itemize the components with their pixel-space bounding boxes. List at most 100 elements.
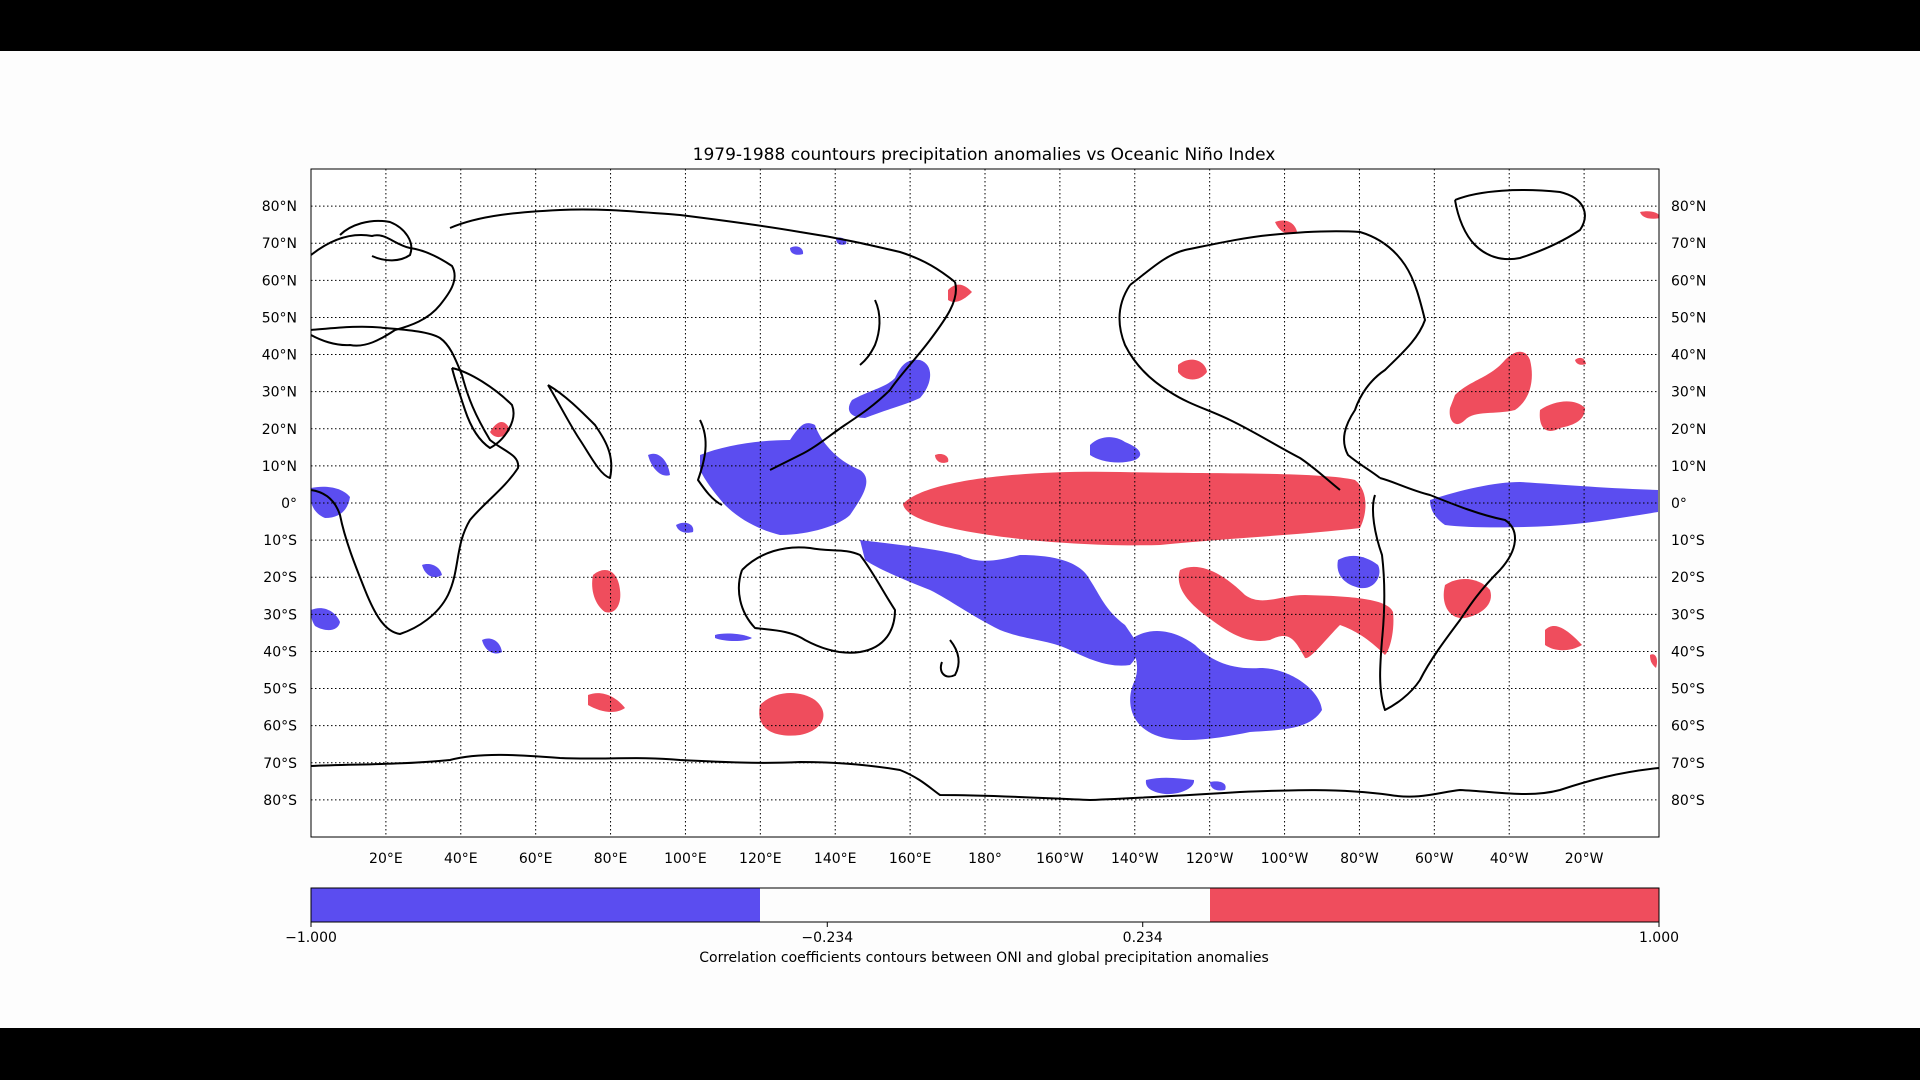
longitude-tick-label: 40°W: [1490, 851, 1529, 867]
latitude-tick-label-right: 30°S: [1671, 607, 1705, 623]
negative-region-indian-ocean-1: [482, 638, 502, 654]
longitude-tick-label: 100°W: [1261, 851, 1309, 867]
colorbar-tick-labels: −1.000 −0.234 0.234 1.000: [285, 922, 1679, 946]
latitude-tick-label-right: 10°N: [1671, 459, 1706, 475]
latitude-tick-label-left: 20°N: [262, 422, 297, 438]
negative-region-west-africa-gulf: [311, 486, 350, 518]
colorbar-frame: [310, 887, 1660, 923]
longitude-tick-label: 180°: [968, 851, 1002, 867]
latitude-tick-label-left: 50°S: [263, 682, 297, 698]
negative-region-sumatra-west: [648, 453, 670, 476]
positive-region-arabian-sea: [490, 421, 510, 438]
latitude-tick-label-right: 70°N: [1671, 236, 1706, 252]
negative-region-indian-ocean-2: [422, 564, 442, 578]
latitude-tick-label-right: 20°N: [1671, 422, 1706, 438]
latitude-tick-label-left: 10°N: [262, 459, 297, 475]
longitude-tick-label: 80°W: [1340, 851, 1379, 867]
colorbar-neutral-segment: [760, 888, 1210, 922]
colorbar: −1.000 −0.234 0.234 1.000 Correlation coeff…: [285, 887, 1679, 966]
colorbar-label: Correlation coefficients contours betwee…: [699, 950, 1269, 966]
coastline-europe: [311, 234, 456, 347]
latitude-tick-label-left: 20°S: [263, 570, 297, 586]
coastline-north-america: [1129, 230, 1426, 479]
negative-region-antarctic-coast: [1145, 777, 1195, 795]
negative-region-south-atlantic-west: [311, 608, 340, 631]
latitude-tick-label-left: 60°N: [262, 273, 297, 289]
map-frame: [310, 168, 1660, 838]
latitude-tick-label-right: 60°N: [1671, 273, 1706, 289]
map-area: [310, 168, 1660, 838]
positive-region-small-2: [1575, 357, 1586, 365]
latitude-tick-label-right: 60°S: [1671, 719, 1705, 735]
latitude-tick-label-left: 30°S: [263, 607, 297, 623]
latitude-tick-label-left: 10°S: [263, 533, 297, 549]
coastline-africa: [311, 325, 520, 635]
latitude-tick-label-left: 80°S: [263, 793, 297, 809]
positive-region-small-1: [935, 453, 949, 463]
coastline-new-zealand: [939, 639, 960, 678]
latitude-tick-label-left: 80°N: [262, 199, 297, 215]
coastline-east-asia: [769, 281, 957, 471]
negative-region-spcz: [860, 540, 1138, 666]
longitude-tick-label: 60°E: [519, 851, 553, 867]
latitude-tick-label-right: 50°N: [1671, 310, 1706, 326]
negative-region-hawaii: [1090, 437, 1141, 463]
latitude-tick-label-right: 50°S: [1671, 682, 1705, 698]
colorbar-tick-label: 0.234: [1123, 930, 1163, 946]
latitude-tick-label-right: 70°S: [1671, 756, 1705, 772]
positive-region-equatorial-east-pacific: [903, 471, 1366, 546]
colorbar-tick-label: −0.234: [801, 930, 853, 946]
colorbar-tick-label: 1.000: [1639, 930, 1679, 946]
coastline-japan: [859, 299, 881, 366]
positive-region-south-atlantic-brazil: [1443, 578, 1491, 619]
longitude-tick-label: 20°W: [1565, 851, 1604, 867]
positive-region-southwest-indian: [588, 693, 625, 712]
positive-region-southern-ocean-australia: [759, 693, 824, 736]
coastline-australia: [737, 546, 896, 654]
longitude-tick-label: 140°W: [1111, 851, 1159, 867]
latitude-tick-label-right: 80°N: [1671, 199, 1706, 215]
positive-region-greenland-east: [1640, 211, 1659, 219]
longitude-tick-label: 60°W: [1415, 851, 1454, 867]
positive-correlation-regions: [490, 211, 1659, 736]
colorbar-negative-segment: [311, 888, 760, 922]
negative-region-southern-ocean-pacific: [1130, 630, 1322, 741]
colorbar-tick-label: −1.000: [285, 930, 337, 946]
latitude-tick-label-left: 40°S: [263, 644, 297, 660]
negative-region-australia-west: [715, 633, 752, 641]
longitude-tick-labels: 20°E 40°E 60°E 80°E 100°E 120°E 140°E 160°E 180°…: [369, 851, 1604, 867]
negative-region-java: [676, 522, 694, 533]
latitude-tick-labels-left: 80°N 70°N 60°N 50°N 40°N 30°N 20°N 10°N 0° 10°S 20…: [262, 199, 297, 809]
map-title: 1979-1988 countours precipitation anomal…: [693, 145, 1276, 165]
positive-region-north-atlantic-east: [1539, 401, 1585, 431]
longitude-tick-label: 100°E: [664, 851, 707, 867]
negative-region-maritime-continent: [700, 423, 867, 535]
latitude-tick-label-left: 70°N: [262, 236, 297, 252]
latitude-tick-label-right: 10°S: [1671, 533, 1705, 549]
coastline-india: [547, 384, 613, 479]
positive-region-south-atlantic-southeast: [1545, 625, 1582, 651]
latitude-tick-label-right: 0°: [1671, 496, 1687, 512]
coastline-southeast-asia: [697, 419, 723, 506]
positive-region-indian-ocean-south: [592, 570, 621, 613]
longitude-tick-label: 160°E: [889, 851, 932, 867]
latitude-tick-labels-right: 80°N 70°N 60°N 50°N 40°N 30°N 20°N 10°N 0° 10°S 20…: [1671, 199, 1706, 809]
longitude-tick-label: 20°E: [369, 851, 403, 867]
coastline-asia-north: [449, 208, 956, 283]
letterbox-top: [0, 0, 1920, 51]
negative-region-galapagos-south: [1337, 555, 1380, 589]
gridlines: [311, 169, 1659, 837]
latitude-tick-label-left: 50°N: [262, 310, 297, 326]
longitude-tick-label: 120°W: [1186, 851, 1234, 867]
longitude-tick-label: 40°E: [444, 851, 478, 867]
coastline-south-america: [1372, 477, 1517, 711]
negative-region-siberia: [790, 246, 804, 255]
positive-region-north-atlantic: [1449, 351, 1532, 425]
latitude-tick-label-left: 30°N: [262, 385, 297, 401]
latitude-tick-label-left: 0°: [281, 496, 297, 512]
negative-region-south-america-east: [1198, 658, 1221, 673]
latitude-tick-label-left: 40°N: [262, 348, 297, 364]
latitude-tick-label-right: 40°N: [1671, 348, 1706, 364]
longitude-tick-label: 80°E: [594, 851, 628, 867]
